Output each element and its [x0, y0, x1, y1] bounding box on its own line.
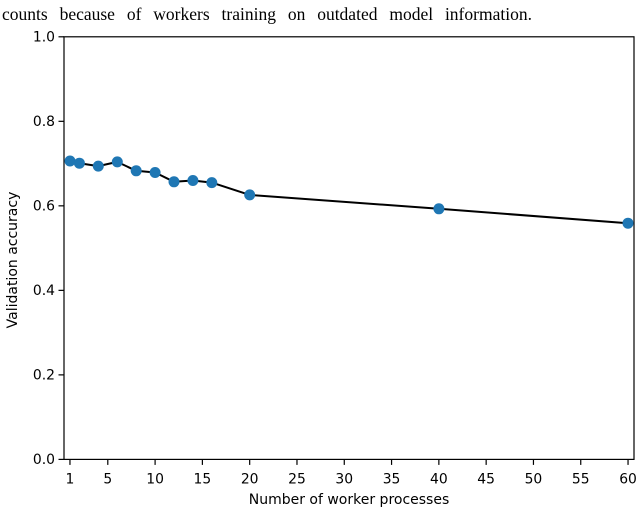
data-point [187, 175, 199, 186]
data-points [64, 155, 634, 229]
x-tick-label: 45 [477, 471, 495, 487]
data-point [433, 203, 445, 215]
data-point [92, 160, 104, 172]
x-tick-label: 55 [572, 471, 590, 487]
y-tick-label: 0.6 [33, 199, 55, 215]
data-point [244, 189, 256, 201]
y-tick-label: 0.4 [33, 283, 55, 299]
x-tick-label: 50 [525, 471, 543, 487]
data-point [168, 176, 180, 188]
data-point [149, 167, 161, 178]
x-tick-label: 5 [103, 471, 112, 487]
x-tick-label: 30 [335, 471, 353, 487]
y-tick-label: 0.2 [33, 368, 55, 384]
y-axis-label: Validation accuracy [5, 192, 21, 329]
x-tick-label: 40 [430, 471, 448, 487]
y-tick-label: 0.0 [33, 452, 55, 468]
data-point [64, 155, 76, 167]
y-tick-label: 1.0 [33, 30, 55, 46]
y-axis: 0.0 0.2 0.4 0.6 0.8 1.0 [33, 30, 64, 468]
data-point [73, 157, 85, 169]
x-tick-label: 1 [66, 471, 75, 487]
y-tick-label: 0.8 [33, 114, 55, 130]
data-point [206, 177, 218, 189]
x-tick-label: 25 [288, 471, 306, 487]
data-point [622, 217, 634, 229]
data-point [130, 165, 142, 177]
plot-frame [63, 36, 635, 461]
x-axis: 1 5 10 15 20 25 30 35 40 45 50 55 60 [66, 459, 637, 487]
x-tick-label: 10 [146, 471, 164, 487]
x-tick-label: 35 [383, 471, 401, 487]
data-point [111, 156, 123, 168]
figure-caption: counts because of workers training on ou… [2, 4, 532, 24]
x-tick-label: 20 [241, 471, 259, 487]
x-tick-label: 15 [194, 471, 212, 487]
x-axis-label: Number of worker processes [249, 492, 450, 508]
x-tick-label: 60 [619, 471, 637, 487]
